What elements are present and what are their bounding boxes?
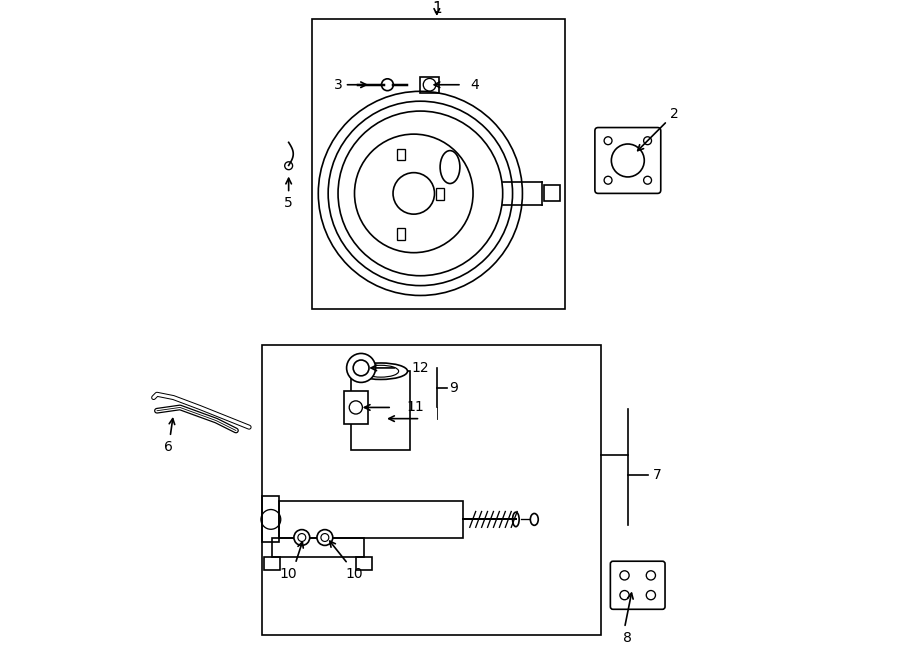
Bar [262, 496, 279, 543]
Circle shape [294, 529, 310, 545]
Circle shape [382, 79, 393, 91]
Ellipse shape [530, 514, 538, 525]
Text: 5: 5 [284, 196, 293, 210]
Text: 9: 9 [449, 381, 458, 395]
Circle shape [644, 137, 652, 145]
Bar [544, 186, 560, 202]
Bar [351, 371, 410, 450]
Circle shape [620, 590, 629, 600]
Bar [265, 557, 280, 570]
Bar [311, 19, 565, 309]
Circle shape [646, 570, 655, 580]
Circle shape [620, 570, 629, 580]
Text: 6: 6 [164, 440, 173, 454]
Text: 7: 7 [653, 468, 662, 483]
Bar [420, 77, 439, 93]
Text: 12: 12 [411, 361, 429, 375]
Text: 11: 11 [406, 401, 424, 414]
Circle shape [646, 590, 655, 600]
Circle shape [644, 176, 652, 184]
Bar [272, 537, 365, 557]
Text: 3: 3 [334, 78, 342, 92]
Bar [279, 501, 464, 537]
Text: 10: 10 [280, 566, 298, 581]
Bar [344, 391, 368, 424]
Bar [397, 149, 405, 161]
Circle shape [346, 354, 375, 383]
Bar [436, 188, 444, 200]
Text: 10: 10 [346, 566, 364, 581]
Ellipse shape [355, 363, 408, 379]
Text: 1: 1 [432, 1, 442, 17]
Text: 8: 8 [624, 631, 633, 645]
Circle shape [604, 176, 612, 184]
Bar [262, 345, 601, 635]
Ellipse shape [513, 512, 519, 527]
Circle shape [604, 137, 612, 145]
Text: 4: 4 [471, 78, 480, 92]
Bar [356, 557, 373, 570]
Circle shape [317, 529, 333, 545]
Text: 2: 2 [670, 107, 679, 122]
Bar [397, 227, 405, 239]
